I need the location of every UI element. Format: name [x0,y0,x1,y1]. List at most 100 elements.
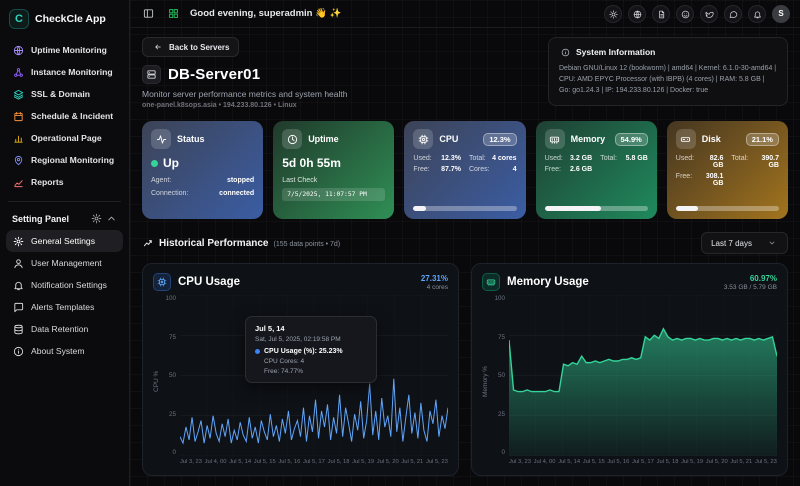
disk-progress-bar [675,206,779,211]
settings-item-alerts-templates[interactable]: Alerts Templates [6,296,123,318]
y-tick: 25 [168,410,176,418]
sun-icon [608,6,618,24]
settings-item-data-retention[interactable]: Data Retention [6,318,123,340]
x-tick: Jul 5, 23 [425,459,448,465]
memory-usage-chart-card: Memory Usage 60.97% 3.53 GB / 5.79 GB Me… [471,263,788,476]
sidebar-item-schedule-incident[interactable]: Schedule & Incident [6,105,123,127]
settings-item-general-settings[interactable]: General Settings [6,230,123,252]
cpu-usage-chart-card: CPU Usage 27.31% 4 cores CPU % 100 75 50 25… [142,263,459,476]
theme-toggle-button[interactable] [604,4,622,24]
server-meta: one-panel.k8sops.asia • 194.233.80.126 •… [142,102,297,109]
memory-rows: Used: 3.2 GB Total: 5.8 GB Free: 2.6 GB [545,155,648,173]
system-information-card: System Information Debian GNU/Linux 12 (… [548,37,788,106]
back-to-servers-button[interactable]: Back to Servers [142,37,240,57]
github-icon [681,6,690,24]
sidebar-item-ssl-domain[interactable]: SSL & Domain [6,83,123,105]
memory-icon [482,273,500,291]
metric-row: Connection: connected [151,190,255,197]
sidebar-item-instance-monitoring[interactable]: Instance Monitoring [6,61,123,83]
user-icon [12,257,24,269]
time-range-value: Last 7 days [711,238,752,248]
page-subtitle: Monitor server performance metrics and s… [142,89,348,99]
cpu-y-axis-label: CPU % [153,370,160,393]
settings-panel-header[interactable]: Setting Panel [6,210,123,230]
sidebar-divider [8,201,121,202]
memory-y-ticks: 100 75 50 25 0 [492,295,506,468]
settings-item-notification-settings[interactable]: Notification Settings [6,274,123,296]
x-tick: Jul 5, 15 [582,459,605,465]
memory-y-axis-label: Memory % [482,365,489,398]
cpu-chip-icon [413,129,434,149]
server-icon [142,65,161,84]
main-area: Good evening, superadmin 👋 ✨ S Back to S… [130,0,800,486]
cpu-y-ticks: 100 75 50 25 0 [163,295,177,468]
status-card-title: Status [177,134,205,144]
globe-icon [12,44,24,56]
notifications-bell-button[interactable] [748,4,766,23]
memory-card-title: Memory [570,134,606,144]
topbar: Good evening, superadmin 👋 ✨ S [130,0,800,28]
sidebar-item-reports[interactable]: Reports [6,171,123,193]
tooltip-cores: CPU Cores: 4 [264,358,305,365]
bell-icon [12,279,24,291]
memory-current-percent: 60.97% [749,273,777,283]
settings-item-user-management[interactable]: User Management [6,252,123,274]
stat-cards-row: Status Up Agent: stopped Connection: connec… [142,121,788,219]
app-grid-icon[interactable] [165,6,181,22]
metric-row: Used: 82.6 GB [675,155,724,169]
chat-icon [729,6,738,24]
settings-item-about-system[interactable]: About System [6,340,123,362]
sidebar-item-operational-page[interactable]: Operational Page [6,127,123,149]
uptime-card-title: Uptime [308,134,339,144]
sidebar-menu: Uptime Monitoring Instance Monitoring SSL … [6,39,123,193]
time-range-select[interactable]: Last 7 days [701,232,788,254]
twitter-button[interactable] [700,4,718,24]
page-title: DB-Server01 [168,66,261,83]
memory-chart-title: Memory Usage [507,276,589,288]
cpu-card: CPU 12.3% Used: 12.3% Total: 4 cores Free: 87… [404,121,526,219]
status-card: Status Up Agent: stopped Connection: connec… [142,121,264,219]
bird-icon [705,6,714,24]
gear-icon [12,235,24,247]
disk-rows: Used: 82.6 GB Total: 390.7 GB Free: 308.1 GB [676,155,779,187]
github-button[interactable] [676,4,694,24]
app-name: CheckCle App [35,13,106,25]
x-tick: Jul 5, 23 [754,459,777,465]
calendar-icon [12,110,24,122]
memory-progress-bar [544,206,648,211]
y-tick: 50 [168,372,176,379]
x-tick: Jul 5, 18 [656,459,679,465]
y-tick: 0 [172,449,176,456]
metric-row: Agent: stopped [151,177,255,184]
memory-percent-badge: 54.9% [614,132,648,146]
disk-icon [675,129,696,149]
status-up-dot [151,159,158,167]
linechart-icon [12,176,24,188]
x-tick: Jul 5, 14 [558,459,581,465]
app-logo[interactable]: C CheckCle App [6,7,123,39]
y-tick: 100 [494,295,505,302]
metric-row: Total: 4 cores [468,155,517,162]
gear-icon [91,213,102,224]
cpu-chart-title: CPU Usage [178,276,240,288]
sidebar-item-regional-monitoring[interactable]: Regional Monitoring [6,149,123,171]
feedback-chat-button[interactable] [724,4,742,24]
memory-area-chart[interactable] [509,295,777,456]
memory-icon [544,129,565,149]
y-tick: 0 [501,449,505,456]
chevron-down-icon [766,237,778,249]
docs-button[interactable] [652,4,670,23]
sidebar-toggle-icon[interactable] [140,6,156,22]
series-dot-icon [255,349,260,354]
sidebar: C CheckCle App Uptime Monitoring Instance… [0,0,130,486]
chart-tooltip: Jul 5, 14 Sat, Jul 5, 2025, 02:19:58 PM … [245,316,377,383]
settings-menu: General Settings User Management Notificat… [6,230,123,362]
x-tick: Jul 3, 23 [509,459,531,465]
x-tick: Jul 5, 17 [631,459,654,465]
x-tick: Jul 4, 00 [204,459,227,465]
language-globe-button[interactable] [628,4,646,24]
globe-icon [633,6,642,24]
x-tick: Jul 5, 16 [607,459,630,465]
sidebar-item-uptime-monitoring[interactable]: Uptime Monitoring [6,39,123,61]
user-avatar[interactable]: S [772,4,790,23]
